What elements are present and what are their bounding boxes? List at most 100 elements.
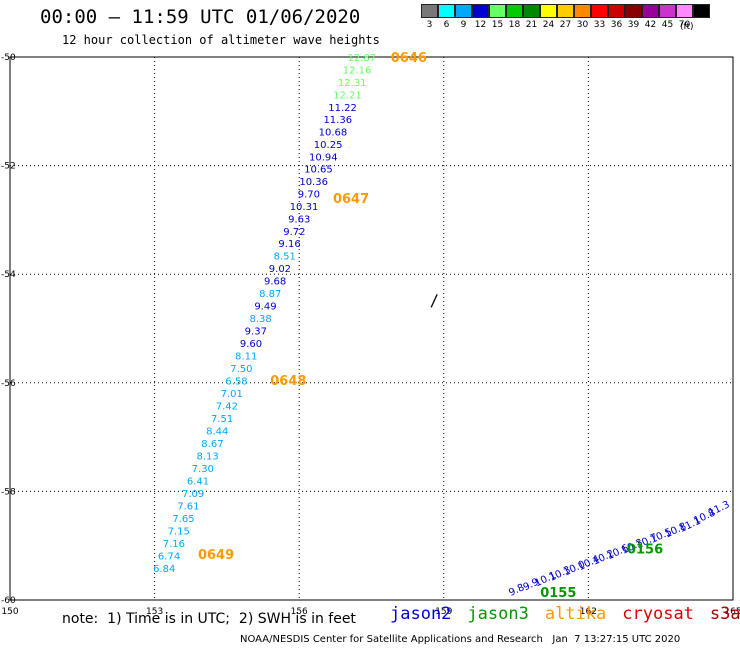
legend-bin: 70 [676, 4, 693, 30]
y-tick-label: -58 [1, 487, 16, 497]
swh-point: 7.16 [163, 539, 185, 550]
swh-point: 9.63 [288, 214, 310, 225]
legend-bin: 9 [455, 4, 472, 30]
swh-point: 6.58 [225, 377, 247, 388]
swh-point: 8.11 [235, 352, 257, 363]
legend-bin: 45 [659, 4, 676, 30]
x-tick-label: 159 [435, 607, 452, 617]
legend-swatch [523, 4, 540, 18]
legend-swatch [693, 4, 710, 18]
legend-bin: 36 [608, 4, 625, 30]
swh-point: 11.36 [323, 115, 352, 126]
legend-swatch [472, 4, 489, 18]
legend-bin: 42 [642, 4, 659, 30]
swh-point: 6.84 [153, 564, 175, 575]
swh-point: 9.02 [269, 264, 291, 275]
x-tick-label: 165 [724, 607, 740, 617]
page-subtitle: 12 hour collection of altimeter wave hei… [62, 33, 380, 47]
swh-point: 8.44 [206, 427, 228, 438]
legend-swatch [438, 4, 455, 18]
legend-swatch [506, 4, 523, 18]
time-label: 0647 [333, 192, 369, 207]
y-tick-label: -60 [1, 596, 16, 606]
swh-point: 12.87 [348, 53, 377, 64]
time-label: 0155 [540, 586, 576, 601]
satellite-key: jason2 jason3 altika cryosat s3a [390, 604, 740, 624]
swh-point: 10.36 [299, 177, 328, 188]
swh-point: 9.37 [245, 327, 267, 338]
x-tick-label: 156 [291, 607, 308, 617]
legend-swatch [625, 4, 642, 18]
swh-point: 9.70 [298, 189, 320, 200]
legend-label: 3 [426, 20, 433, 30]
swh-point: 8.51 [274, 252, 296, 263]
legend-bin: 12 [472, 4, 489, 30]
legend-label: 15 [491, 20, 504, 30]
legend-bin: 39 [625, 4, 642, 30]
legend-label: 24 [542, 20, 555, 30]
swh-point: 10.31 [290, 202, 319, 213]
legend-label: 9 [460, 20, 467, 30]
satellite-s3a: s3a [709, 604, 740, 624]
swh-point: 9.68 [264, 277, 286, 288]
swh-point: 7.42 [216, 402, 238, 413]
time-label: 0649 [198, 548, 234, 563]
swh-point: 12.21 [333, 90, 362, 101]
swh-point: 12.16 [343, 65, 372, 76]
swh-point: 9.16 [278, 239, 300, 250]
satellite-cryosat: cryosat [622, 604, 694, 624]
y-tick-label: -50 [1, 53, 16, 63]
swh-point: 11.3 [707, 499, 732, 518]
swh-point: 8.13 [196, 452, 218, 463]
swh-point: 10.94 [309, 152, 338, 163]
swh-point: 6.41 [187, 477, 209, 488]
plot-frame [9, 56, 734, 601]
legend-label: 27 [559, 20, 572, 30]
legend-label: 30 [576, 20, 589, 30]
swh-point: 6.74 [158, 551, 180, 562]
swh-point: 9.72 [283, 227, 305, 238]
legend-label: 12 [474, 20, 487, 30]
time-label: 0646 [391, 51, 427, 66]
legend-label: 18 [508, 20, 521, 30]
legend-label: 33 [593, 20, 606, 30]
legend-bin: 6 [438, 4, 455, 30]
legend-label: 21 [525, 20, 538, 30]
legend-label: 70 [678, 20, 691, 30]
swh-point: 7.09 [182, 489, 204, 500]
swh-point: 7.51 [211, 414, 233, 425]
x-tick-label: 162 [580, 607, 597, 617]
legend-bin [693, 4, 710, 30]
legend-label: 42 [644, 20, 657, 30]
y-tick-label: -54 [1, 270, 16, 280]
legend-swatch [455, 4, 472, 18]
legend-bin: 24 [540, 4, 557, 30]
swh-point: 7.65 [172, 514, 194, 525]
legend-bin: 30 [574, 4, 591, 30]
legend-bin: 3 [421, 4, 438, 30]
satellite-altika: altika [544, 604, 607, 624]
legend-swatch [608, 4, 625, 18]
legend-unit: (ft) [680, 22, 694, 32]
swh-point: 11.22 [328, 103, 357, 114]
footer-note: note: 1) Time is in UTC; 2) SWH is in fe… [62, 611, 356, 627]
legend-swatch [659, 4, 676, 18]
swh-point: 9.60 [240, 339, 262, 350]
legend-swatch [676, 4, 693, 18]
swh-point: 7.15 [168, 526, 190, 537]
legend-swatch [574, 4, 591, 18]
satellite-jason3: jason3 [467, 604, 529, 624]
legend-label: 39 [627, 20, 640, 30]
legend-swatch [489, 4, 506, 18]
swh-point: 7.50 [230, 364, 252, 375]
time-label: 0156 [627, 542, 663, 557]
legend-bin: 15 [489, 4, 506, 30]
legend-label: 6 [443, 20, 450, 30]
legend-label: 45 [661, 20, 674, 30]
swh-point: 8.67 [201, 439, 223, 450]
page-title: 00:00 – 11:59 UTC 01/06/2020 [40, 6, 361, 28]
y-tick-label: -56 [1, 379, 16, 389]
swh-point: 8.38 [250, 314, 272, 325]
